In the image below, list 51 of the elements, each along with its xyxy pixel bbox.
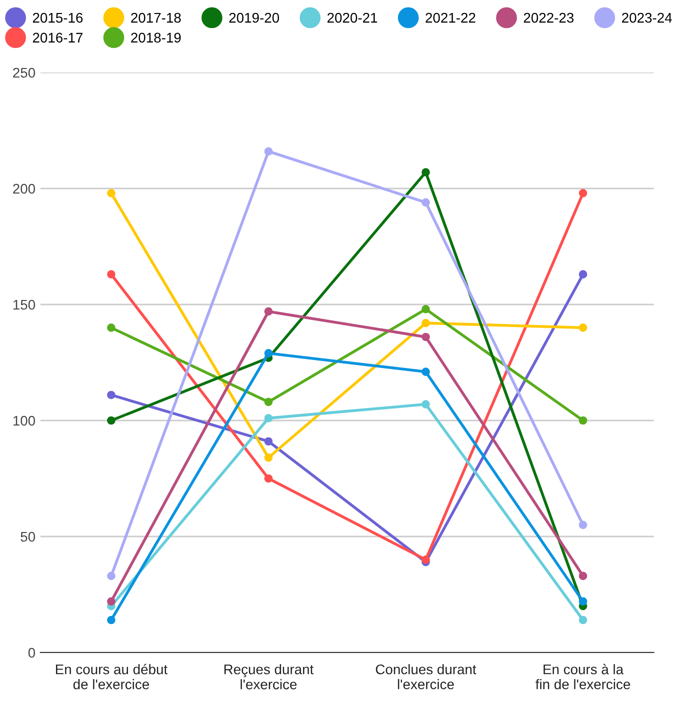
point xyxy=(107,597,116,606)
y-tick-label: 200 xyxy=(13,184,36,194)
y-tick-label: 250 xyxy=(13,68,36,78)
legend-label: 2023-24 xyxy=(622,12,672,23)
point xyxy=(107,416,116,425)
x-tick-label: Conclues durant l'exercice xyxy=(376,664,476,690)
x-tick-label: En cours à la fin de l'exercice xyxy=(536,664,630,690)
point xyxy=(107,572,116,580)
point xyxy=(264,349,273,358)
point xyxy=(107,270,116,279)
point xyxy=(422,198,430,207)
point xyxy=(264,307,273,316)
point xyxy=(422,168,430,176)
point xyxy=(264,398,273,406)
y-tick-label: 150 xyxy=(13,300,36,310)
legend-label: 2020-21 xyxy=(327,12,378,23)
point xyxy=(578,520,588,530)
point xyxy=(264,437,273,446)
point xyxy=(107,324,116,332)
point xyxy=(578,616,588,624)
legend-label: 2016-17 xyxy=(32,32,83,43)
legend-label: 2015-16 xyxy=(32,12,83,23)
legend-label: 2021-22 xyxy=(426,12,476,23)
point xyxy=(264,414,273,422)
point xyxy=(578,416,588,425)
point xyxy=(422,556,430,564)
point xyxy=(422,318,430,328)
point xyxy=(107,390,116,400)
legend-label: 2017-18 xyxy=(131,12,181,23)
point xyxy=(422,400,430,408)
point xyxy=(264,147,273,156)
legend-label: 2019-20 xyxy=(229,12,280,23)
legend-label: 2022-23 xyxy=(524,12,574,23)
y-tick-label: 100 xyxy=(13,416,36,426)
point xyxy=(578,188,588,198)
point xyxy=(264,474,273,483)
point xyxy=(264,453,273,462)
legend-label: 2018-19 xyxy=(131,32,181,43)
point xyxy=(578,597,588,606)
x-tick-label: En cours au début de l'exercice xyxy=(56,664,168,690)
point xyxy=(578,572,588,580)
point xyxy=(578,270,588,279)
point xyxy=(578,324,588,332)
point xyxy=(422,332,430,342)
y-tick-label: 0 xyxy=(28,648,36,658)
point xyxy=(422,368,430,376)
point xyxy=(107,188,116,198)
y-tick-label: 50 xyxy=(20,532,36,542)
x-tick-label: Reçues durant l'exercice xyxy=(224,664,314,690)
point xyxy=(107,616,116,624)
point xyxy=(422,304,430,314)
